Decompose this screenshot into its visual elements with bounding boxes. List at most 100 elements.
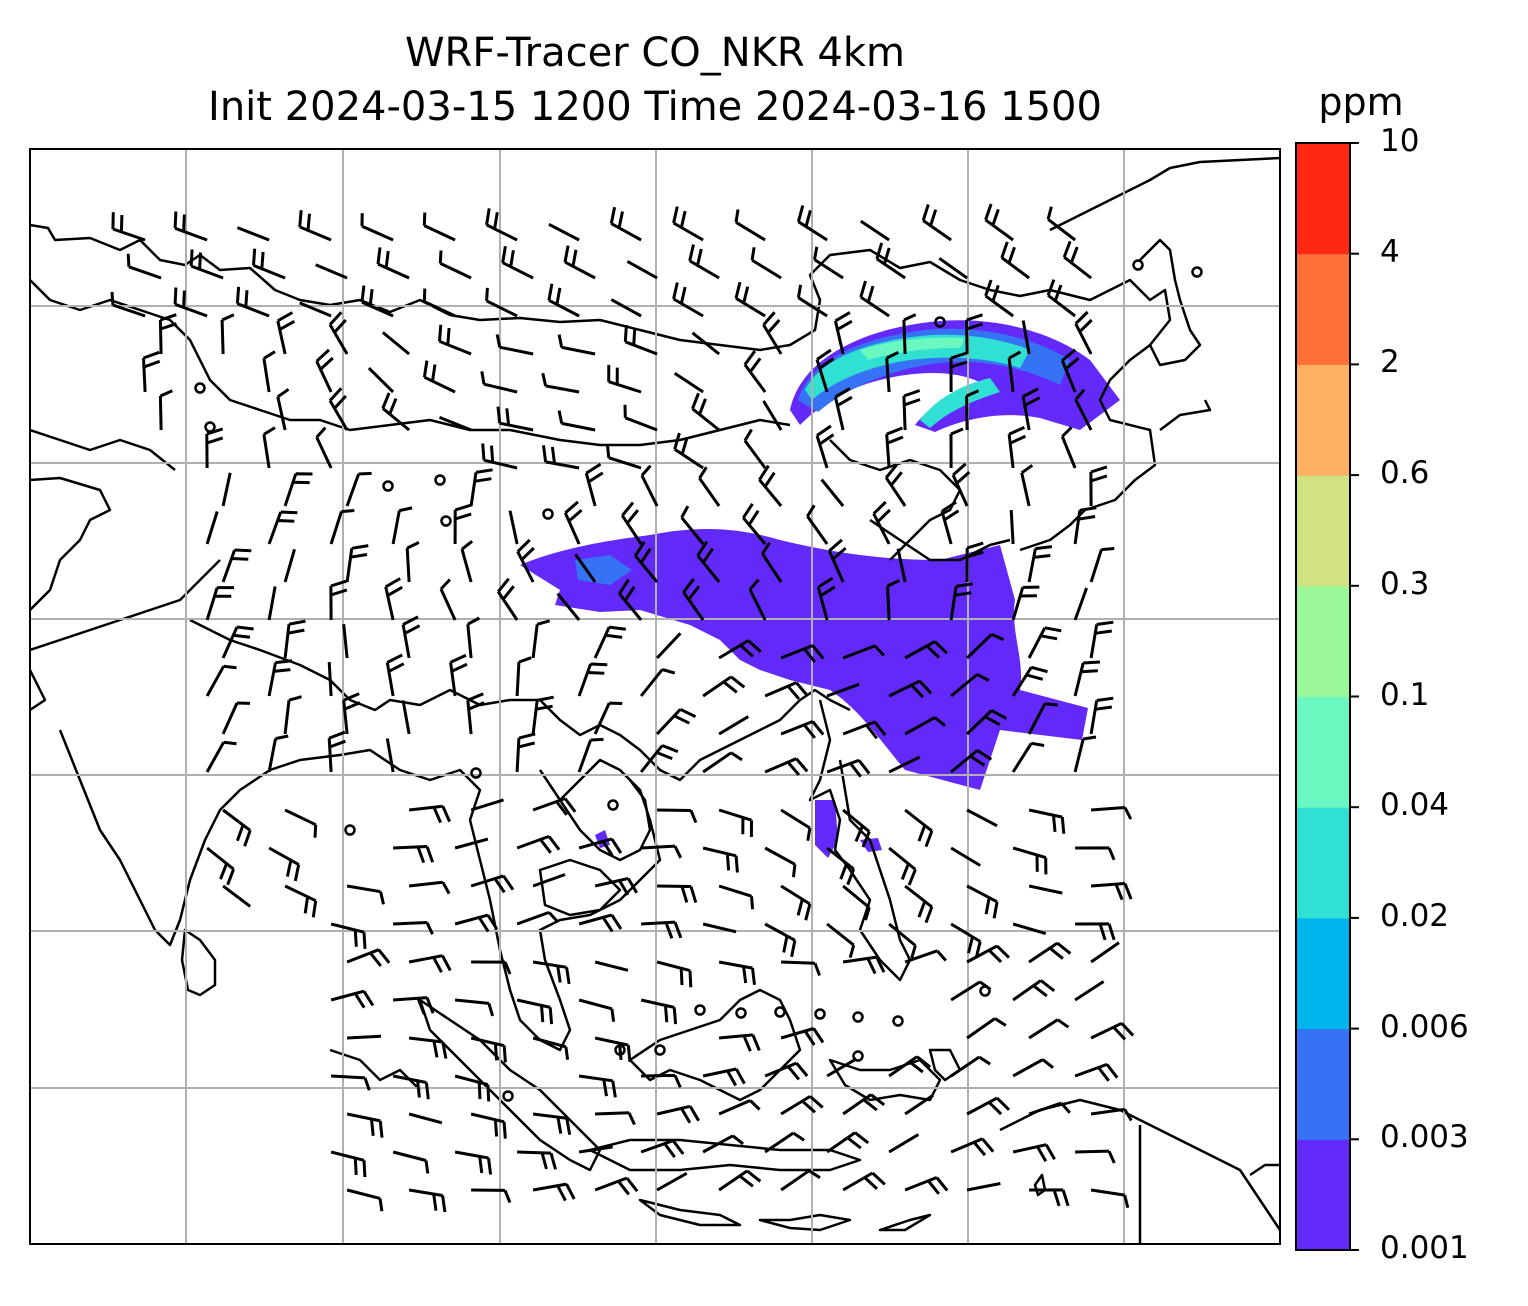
- wind-barb: [888, 846, 917, 886]
- wind-barb: [454, 1074, 491, 1102]
- wind-barb: [950, 749, 993, 774]
- wind-barb: [965, 541, 984, 583]
- wind-barb: [640, 998, 678, 1025]
- wind-barb: [267, 734, 289, 773]
- wind-barb: [813, 246, 844, 280]
- wind-barb: [438, 324, 472, 356]
- wind-barb: [346, 948, 391, 967]
- wind-barb: [1074, 310, 1093, 355]
- wind-barb: [541, 372, 580, 394]
- wind-barb: [938, 257, 968, 280]
- calm-wind-marker: [344, 824, 356, 836]
- wind-barb: [284, 884, 318, 918]
- wind-barb: [696, 540, 721, 583]
- wind-barb: [734, 209, 766, 242]
- wind-barb: [381, 392, 411, 432]
- wind-barb: [902, 313, 917, 355]
- wind-barb: [515, 656, 532, 697]
- colorbar-tick-label: 10: [1380, 123, 1420, 159]
- wind-barb: [496, 406, 534, 432]
- wind-barb: [470, 1112, 507, 1139]
- wind-barb: [626, 260, 658, 280]
- wind-barb: [111, 212, 146, 242]
- wind-barb: [950, 1137, 995, 1157]
- wind-barb: [966, 1017, 1007, 1040]
- wind-barb: [205, 427, 224, 469]
- wind-barb: [904, 949, 947, 964]
- wind-barb: [966, 709, 1008, 736]
- wind-barb: [718, 1169, 762, 1192]
- wind-barb: [1074, 388, 1093, 431]
- wind-barb: [454, 837, 489, 850]
- wind-barb: [1074, 1062, 1119, 1082]
- wind-barb: [328, 311, 349, 355]
- wind-barb: [578, 913, 623, 933]
- wind-barb: [470, 798, 504, 812]
- wind-barb: [743, 350, 767, 393]
- colorbar-segment: [1296, 253, 1350, 365]
- wind-barb: [833, 311, 853, 355]
- wind-barb: [691, 331, 721, 356]
- wind-barb: [578, 1074, 617, 1098]
- wind-barb: [780, 644, 825, 663]
- wind-barb: [806, 504, 829, 545]
- colorbar-segment: [1296, 696, 1350, 808]
- wind-barb: [764, 757, 809, 776]
- wind-barb: [454, 913, 499, 933]
- wind-barb: [888, 1133, 920, 1154]
- wind-barb: [469, 468, 493, 507]
- wind-barb: [949, 427, 964, 469]
- calm-wind-marker: [694, 1004, 706, 1016]
- wind-barb: [158, 313, 177, 355]
- colorbar-tick-label: 2: [1380, 344, 1400, 381]
- wind-barb: [682, 577, 705, 621]
- wind-barb: [460, 540, 474, 583]
- wind-barb: [1074, 980, 1105, 1002]
- calm-wind-marker: [814, 1008, 826, 1020]
- wind-barb: [885, 426, 904, 469]
- wind-barb: [1073, 587, 1089, 621]
- wind-barb: [1011, 665, 1048, 697]
- wind-barb: [1012, 1143, 1056, 1162]
- wind-barb: [621, 501, 643, 545]
- colorbar-tick-label: 0.02: [1380, 897, 1450, 934]
- wind-barb: [764, 846, 797, 878]
- wind-barb: [966, 1182, 1001, 1192]
- wind-barb: [966, 944, 1011, 964]
- wind-barb: [594, 960, 629, 972]
- wind-barb: [222, 884, 252, 908]
- wind-barb: [267, 510, 298, 545]
- colorbar-segment: [1296, 475, 1350, 587]
- wind-barb: [283, 548, 296, 583]
- wind-barb: [454, 998, 495, 1017]
- colorbar-tick-label: 0.04: [1380, 787, 1450, 824]
- wind-barb: [606, 444, 642, 470]
- wind-barb: [471, 960, 512, 975]
- calm-wind-marker: [434, 474, 446, 486]
- colorbar-tick-label: 0.006: [1380, 1008, 1469, 1045]
- wind-barb: [1028, 884, 1063, 895]
- wind-barb: [385, 738, 395, 773]
- wind-barb: [391, 506, 413, 545]
- wind-barb: [381, 331, 411, 356]
- wind-barb: [516, 910, 559, 926]
- wind-barb: [904, 1176, 949, 1195]
- wind-barb: [408, 1036, 448, 1059]
- wind-barb: [780, 1027, 825, 1046]
- wind-barb: [718, 884, 755, 910]
- wind-barb: [842, 644, 885, 660]
- wind-barb: [859, 280, 890, 318]
- wind-barb: [547, 283, 580, 318]
- wind-barb: [517, 1150, 557, 1170]
- wind-barb: [888, 755, 921, 774]
- wind-barb: [1021, 387, 1041, 431]
- wind-barb: [408, 880, 451, 895]
- wind-barb: [966, 633, 1005, 660]
- wind-barb: [826, 846, 856, 886]
- wind-barb: [641, 1073, 682, 1088]
- wind-barb: [609, 206, 642, 242]
- wind-barb: [966, 808, 998, 828]
- wind-barb: [401, 615, 421, 659]
- wind-barb: [815, 424, 835, 469]
- wind-barb: [950, 922, 982, 959]
